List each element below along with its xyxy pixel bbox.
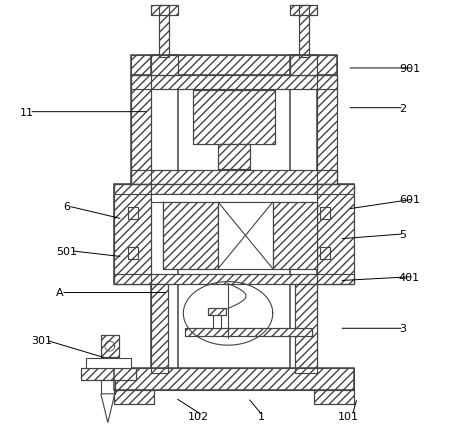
Bar bbox=[86, 358, 131, 368]
Bar bbox=[298, 6, 308, 58]
Text: 401: 401 bbox=[399, 272, 420, 282]
Bar bbox=[168, 284, 317, 373]
Bar bbox=[295, 284, 317, 373]
Bar bbox=[114, 274, 354, 284]
Bar bbox=[114, 390, 154, 404]
Bar bbox=[114, 368, 354, 390]
Bar bbox=[101, 335, 119, 357]
Bar bbox=[273, 203, 317, 269]
Text: 3: 3 bbox=[399, 323, 406, 334]
Bar bbox=[317, 76, 337, 185]
Bar bbox=[131, 76, 337, 89]
Bar bbox=[317, 76, 337, 185]
Bar bbox=[114, 185, 354, 284]
Bar bbox=[290, 56, 317, 76]
Bar bbox=[290, 6, 317, 16]
Bar bbox=[317, 185, 354, 284]
Bar bbox=[131, 171, 337, 185]
Text: 1: 1 bbox=[258, 411, 265, 421]
Text: 501: 501 bbox=[56, 246, 77, 256]
Bar bbox=[150, 284, 168, 373]
Bar bbox=[208, 309, 226, 316]
Bar bbox=[193, 91, 275, 145]
Text: 2: 2 bbox=[399, 104, 406, 114]
Bar bbox=[101, 380, 115, 394]
Bar bbox=[290, 56, 317, 383]
Bar bbox=[321, 247, 330, 259]
Polygon shape bbox=[164, 203, 218, 269]
Bar bbox=[159, 6, 169, 58]
Bar bbox=[114, 185, 354, 195]
Bar bbox=[185, 329, 313, 336]
Bar bbox=[273, 203, 317, 269]
Bar bbox=[114, 274, 354, 284]
Text: 6: 6 bbox=[63, 202, 70, 212]
Bar bbox=[193, 91, 275, 145]
Bar bbox=[150, 56, 179, 76]
Bar bbox=[150, 6, 179, 16]
Bar bbox=[295, 284, 317, 373]
Bar bbox=[314, 390, 354, 404]
Bar bbox=[128, 247, 138, 259]
Bar bbox=[128, 208, 138, 219]
Bar bbox=[164, 203, 218, 269]
Bar bbox=[81, 368, 136, 380]
Text: 102: 102 bbox=[188, 411, 210, 421]
Text: 601: 601 bbox=[399, 195, 420, 205]
Bar bbox=[150, 56, 179, 383]
Text: 901: 901 bbox=[399, 64, 420, 74]
Bar bbox=[298, 6, 308, 58]
Bar bbox=[131, 76, 150, 185]
Bar bbox=[114, 185, 354, 195]
Bar bbox=[114, 185, 150, 284]
Bar bbox=[290, 56, 317, 76]
Bar bbox=[159, 6, 169, 58]
Text: 301: 301 bbox=[31, 335, 52, 345]
Bar bbox=[164, 203, 218, 269]
Bar bbox=[150, 6, 179, 16]
Bar bbox=[213, 313, 221, 329]
Bar bbox=[218, 203, 273, 269]
Bar bbox=[131, 76, 150, 185]
Bar bbox=[131, 76, 337, 89]
Bar bbox=[101, 335, 119, 357]
Text: 101: 101 bbox=[337, 411, 358, 421]
Bar bbox=[150, 56, 179, 76]
Bar bbox=[290, 56, 317, 383]
Bar bbox=[131, 56, 337, 76]
Bar bbox=[81, 368, 136, 380]
Bar bbox=[290, 6, 317, 16]
Bar bbox=[150, 56, 179, 383]
Bar bbox=[321, 208, 330, 219]
Bar bbox=[131, 171, 337, 185]
Bar bbox=[150, 195, 317, 203]
Bar bbox=[131, 76, 337, 185]
Bar bbox=[185, 329, 313, 336]
Bar bbox=[114, 368, 354, 390]
Text: 11: 11 bbox=[19, 108, 33, 117]
Bar bbox=[317, 185, 354, 284]
Polygon shape bbox=[101, 394, 115, 423]
Bar bbox=[114, 185, 150, 284]
Bar bbox=[131, 56, 337, 76]
Bar bbox=[150, 284, 168, 373]
Text: A: A bbox=[56, 288, 64, 298]
Text: 5: 5 bbox=[399, 229, 406, 240]
Bar bbox=[114, 390, 154, 404]
Bar bbox=[314, 390, 354, 404]
Bar bbox=[218, 145, 250, 170]
Bar bbox=[208, 309, 226, 316]
Bar bbox=[218, 145, 250, 170]
